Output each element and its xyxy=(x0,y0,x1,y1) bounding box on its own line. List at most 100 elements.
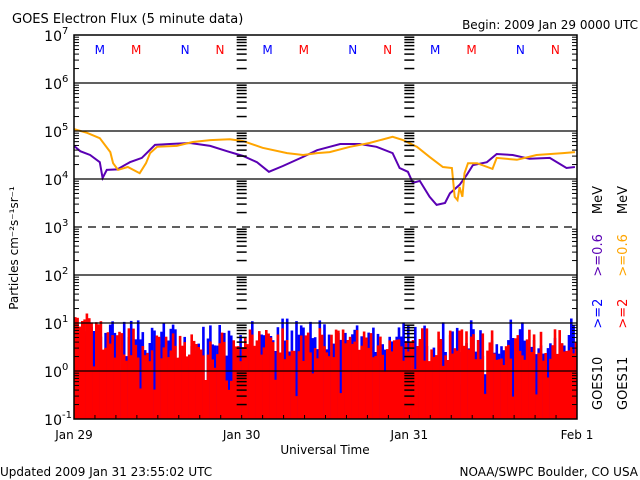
y-tick-label: 10 xyxy=(44,173,62,189)
bar-red xyxy=(265,330,268,419)
x-axis-label: Universal Time xyxy=(280,443,369,457)
bar-red xyxy=(295,396,298,419)
bar-red xyxy=(514,338,517,419)
bar-red xyxy=(432,356,436,419)
bar-red xyxy=(199,349,203,419)
y-tick-base: 10 xyxy=(44,125,62,141)
bar-red xyxy=(448,330,452,419)
bar-red xyxy=(155,335,159,419)
bar-red xyxy=(404,341,408,419)
bar-red xyxy=(290,350,294,419)
bar-red xyxy=(341,329,345,419)
bar-red xyxy=(281,328,284,419)
bar-blue xyxy=(153,330,156,419)
bar-red xyxy=(560,343,564,419)
y-tick-label: 10 xyxy=(44,77,62,93)
bar-red xyxy=(262,347,266,419)
bar-red xyxy=(292,350,296,419)
bar-red xyxy=(367,347,370,419)
bar-red xyxy=(530,352,533,419)
bar-red xyxy=(316,358,319,419)
bar-red xyxy=(525,339,529,419)
bar-red xyxy=(192,340,196,419)
chart-title: GOES Electron Flux (5 minute data) xyxy=(12,12,243,27)
bar-red xyxy=(490,330,494,419)
bar-red xyxy=(204,380,207,419)
bar-red xyxy=(414,369,417,419)
bar-red xyxy=(171,333,175,419)
bar-red xyxy=(85,313,89,419)
bar-red xyxy=(493,353,496,419)
bar-red xyxy=(549,358,552,419)
bar-red xyxy=(92,366,96,419)
bar-red xyxy=(395,339,398,419)
y-tick-exponent: 4 xyxy=(62,170,68,181)
bar-red xyxy=(339,393,343,419)
bar-red xyxy=(157,336,161,419)
legend-satellite: GOES10 xyxy=(591,357,606,410)
legend-energy-2mev: >=2 xyxy=(591,299,606,329)
y-tick-base: 10 xyxy=(44,77,62,93)
x-tick-label: Jan 29 xyxy=(54,428,93,442)
legend-unit: MeV xyxy=(591,186,606,214)
y-tick-exponent: 2 xyxy=(62,266,68,277)
y-tick-exponent: 0 xyxy=(62,362,68,373)
marker-m: M xyxy=(299,43,309,57)
legend-goes10: GOES10 >=2 >=0.6 MeV xyxy=(591,186,606,410)
bar-red xyxy=(497,359,501,419)
bar-red xyxy=(332,357,336,419)
bar-red xyxy=(122,354,126,419)
marker-n: N xyxy=(516,43,525,57)
bar-red xyxy=(553,329,557,419)
y-tick-base: 10 xyxy=(44,29,62,45)
bar-red xyxy=(127,328,131,419)
bar-red xyxy=(383,371,387,419)
bar-red xyxy=(358,349,361,419)
bar-red xyxy=(481,333,485,419)
x-tick-label: Jan 30 xyxy=(222,428,261,442)
bar-red xyxy=(323,346,326,419)
bar-red xyxy=(381,354,384,419)
y-tick-base: 10 xyxy=(44,173,62,189)
bar-red xyxy=(507,344,510,419)
bar-red xyxy=(309,352,312,419)
marker-m: M xyxy=(262,43,272,57)
bar-red xyxy=(539,331,543,419)
bar-red xyxy=(299,335,303,419)
bar-red xyxy=(164,336,168,419)
bar-red xyxy=(234,346,238,419)
bar-red xyxy=(542,360,545,419)
bar-red xyxy=(311,373,315,419)
bar-red xyxy=(574,342,578,419)
y-tick-exponent: 5 xyxy=(62,122,68,133)
bar-red xyxy=(355,330,359,419)
bar-red xyxy=(269,337,273,419)
bar-red xyxy=(132,328,135,419)
bar-red xyxy=(537,352,540,419)
bar-red xyxy=(169,350,173,419)
bar-red xyxy=(500,358,503,419)
bar-blue xyxy=(295,321,298,419)
bar-red xyxy=(271,342,275,419)
bar-red xyxy=(411,340,415,419)
bar-red xyxy=(330,334,333,419)
bar-red xyxy=(327,356,331,419)
bar-red xyxy=(337,330,340,419)
bar-red xyxy=(397,339,401,419)
bar-red xyxy=(423,360,426,419)
bar-red xyxy=(544,353,547,419)
y-tick-base: 10 xyxy=(44,413,62,429)
bar-red xyxy=(374,355,377,419)
marker-n: N xyxy=(383,43,392,57)
series-goes11-06mev xyxy=(73,128,575,203)
bar-red xyxy=(390,351,394,419)
bar-red xyxy=(129,355,133,419)
bar-red xyxy=(111,335,114,419)
bar-red xyxy=(472,334,475,419)
y-tick-exponent: -1 xyxy=(62,410,72,421)
bar-red xyxy=(304,335,308,419)
bar-red xyxy=(108,343,112,419)
bar-red xyxy=(460,329,464,419)
